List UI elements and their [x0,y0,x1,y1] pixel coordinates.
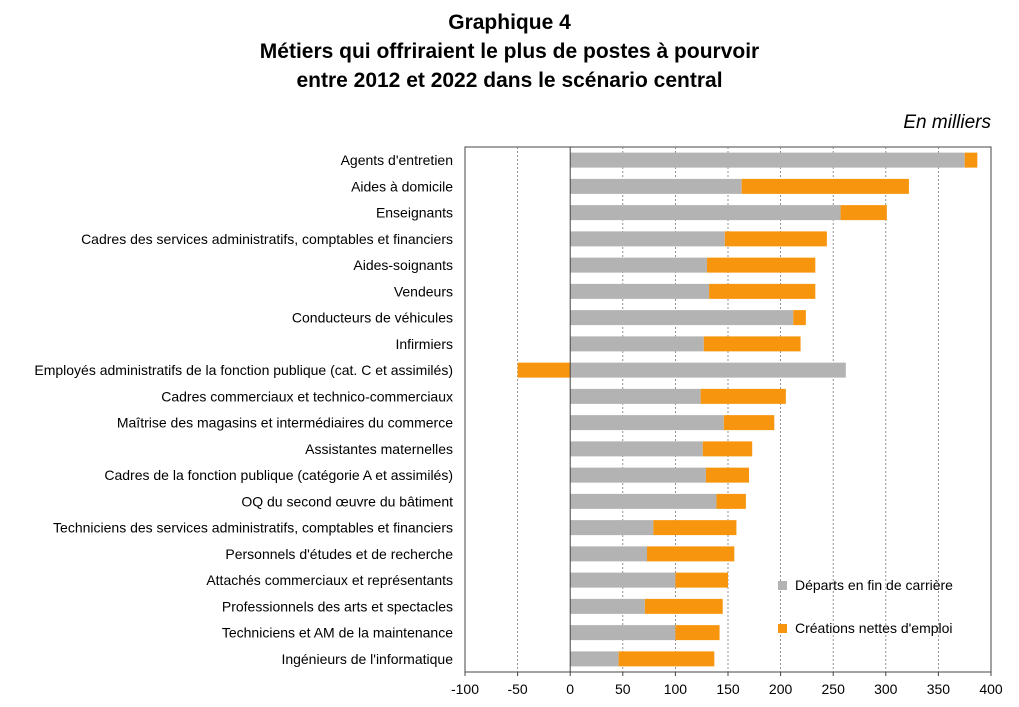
bar-creations [618,651,715,667]
category-label: Maîtrise des magasins et intermédiaires … [117,415,453,431]
category-label: Techniciens des services administratifs,… [53,520,453,536]
bar-departs [570,598,645,614]
category-label: Personnels d'études et de recherche [225,546,453,562]
bar-departs [570,572,676,588]
bar-creations [675,572,728,588]
bar-creations [840,205,887,221]
category-label: Aides-soignants [353,257,453,273]
bar-departs [570,283,710,299]
x-tick-label: 250 [822,681,846,697]
bar-creations [702,441,753,457]
category-label: Cadres des services administratifs, comp… [81,231,453,247]
x-tick-label: 0 [566,681,574,697]
x-tick-label: 100 [664,681,688,697]
x-tick-label: 400 [979,681,1003,697]
bar-departs [570,441,703,457]
bar-departs [570,651,619,667]
bar-creations [793,310,806,326]
category-label: Employés administratifs de la fonction p… [34,362,453,378]
bar-departs [570,205,841,221]
bar-departs [570,520,654,536]
chart-title-line1: Graphique 4 [448,11,571,34]
category-label: Enseignants [376,205,453,221]
category-label: Attachés commerciaux et représentants [206,572,453,588]
bar-creations [644,598,723,614]
category-label: Cadres commerciaux et technico-commercia… [161,388,453,404]
bar-departs [570,493,717,509]
bar-creations [700,388,786,404]
bar-creations [706,257,816,273]
x-tick-label: -100 [451,681,479,697]
x-tick-label: 300 [874,681,898,697]
chart-title-line3: entre 2012 et 2022 dans le scénario cent… [296,69,723,92]
category-label: Vendeurs [394,283,453,299]
bar-creations [723,415,775,431]
units-label: En milliers [903,112,991,133]
x-tick-label: 200 [769,681,793,697]
bar-departs [570,336,704,352]
category-label: Ingénieurs de l'informatique [281,651,453,667]
category-label: Cadres de la fonction publique (catégori… [104,467,453,483]
legend-swatch-departs [778,581,787,590]
category-label: Conducteurs de véhicules [292,310,453,326]
category-label: Assistantes maternelles [305,441,453,457]
chart-title-line2: Métiers qui offriraient le plus de poste… [259,40,760,63]
category-label: Agents d'entretien [341,152,453,168]
chart-titles: Graphique 4 Métiers qui offriraient le p… [0,8,1019,95]
bar-creations [646,546,735,562]
bar-departs [570,625,676,641]
bar-departs [570,546,647,562]
bar-creations [716,493,746,509]
bar-creations [653,520,737,536]
category-label: Infirmiers [395,336,453,352]
bar-creations [724,231,827,247]
bar-departs [570,388,701,404]
x-tick-label: -50 [507,681,527,697]
legend-label-departs: Départs en fin de carrière [795,577,953,593]
bar-departs [570,467,706,483]
plot-frame [464,146,992,673]
bar-departs [570,231,725,247]
x-tick-label: 50 [615,681,631,697]
category-label: Techniciens et AM de la maintenance [222,625,453,641]
bar-creations [709,283,816,299]
category-label: Professionnels des arts et spectacles [222,598,453,614]
bar-creations [675,625,720,641]
bar-departs [570,257,707,273]
category-label: Aides à domicile [351,178,453,194]
category-label: OQ du second œuvre du bâtiment [241,493,453,509]
x-tick-label: 350 [927,681,951,697]
legend-swatch-creations [778,624,787,633]
bar-departs [570,362,846,378]
bar-departs [570,178,742,194]
bar-departs [570,415,724,431]
legend-label-creations: Créations nettes d'emploi [795,620,953,636]
x-tick-label: 150 [716,681,740,697]
bar-creations [703,336,801,352]
bar-creations [741,178,909,194]
bar-creations [705,467,750,483]
bar-departs [570,310,794,326]
bar-creations [964,152,978,168]
bar-departs [570,152,965,168]
bar-creations [517,362,571,378]
